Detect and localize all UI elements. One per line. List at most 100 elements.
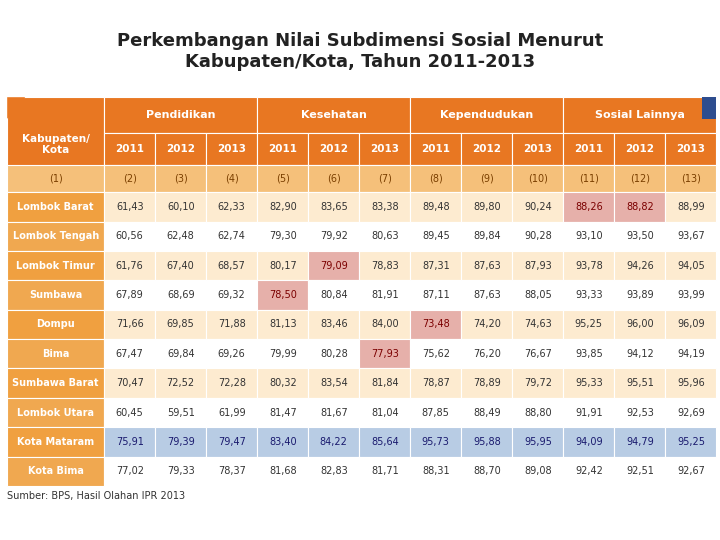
Text: 90,28: 90,28 [524,231,552,241]
Text: 83,40: 83,40 [269,437,297,447]
Text: 87,85: 87,85 [422,408,450,417]
Text: 93,78: 93,78 [575,261,603,271]
Text: 61,43: 61,43 [116,202,143,212]
Text: 82,83: 82,83 [320,467,348,476]
Text: 94,12: 94,12 [626,349,654,359]
Text: 88,31: 88,31 [422,467,449,476]
Text: 89,84: 89,84 [473,231,500,241]
Text: Lombok Barat: Lombok Barat [17,202,94,212]
Text: 81,68: 81,68 [269,467,297,476]
Text: 59,51: 59,51 [167,408,194,417]
Text: (1): (1) [49,174,63,184]
Text: 82,90: 82,90 [269,202,297,212]
Text: 94,05: 94,05 [677,261,705,271]
Text: 68,69: 68,69 [167,290,194,300]
Text: Kesehatan: Kesehatan [301,110,366,120]
Text: (13): (13) [681,174,701,184]
Text: 93,33: 93,33 [575,290,603,300]
Text: 69,84: 69,84 [167,349,194,359]
Text: 67,47: 67,47 [116,349,144,359]
Text: (3): (3) [174,174,188,184]
Text: 92,42: 92,42 [575,467,603,476]
Text: 93,10: 93,10 [575,231,603,241]
Text: 78,50: 78,50 [269,290,297,300]
Text: 62,33: 62,33 [218,202,246,212]
Text: (7): (7) [378,174,392,184]
Text: Lombok Tengah: Lombok Tengah [12,231,99,241]
Text: 79,33: 79,33 [167,467,194,476]
Text: Kependudukan: Kependudukan [440,110,534,120]
Text: 2011: 2011 [421,144,450,154]
Text: 95,25: 95,25 [677,437,705,447]
Text: 71,66: 71,66 [116,319,143,329]
Text: 95,51: 95,51 [626,378,654,388]
Text: 94,09: 94,09 [575,437,603,447]
Text: 2013: 2013 [370,144,400,154]
Text: 67,89: 67,89 [116,290,143,300]
Text: 79,99: 79,99 [269,349,297,359]
Text: 69,26: 69,26 [218,349,246,359]
Text: 89,80: 89,80 [473,202,500,212]
Text: 2013: 2013 [217,144,246,154]
Text: 81,13: 81,13 [269,319,297,329]
Text: (5): (5) [276,174,289,184]
Text: 93,67: 93,67 [677,231,705,241]
Text: 2012: 2012 [166,144,195,154]
Text: (11): (11) [579,174,599,184]
Text: 67,40: 67,40 [167,261,194,271]
Text: 95,25: 95,25 [575,319,603,329]
Text: 70,47: 70,47 [116,378,144,388]
Text: 89,48: 89,48 [422,202,449,212]
Text: (6): (6) [327,174,341,184]
Text: 87,93: 87,93 [524,261,552,271]
Text: 90,24: 90,24 [524,202,552,212]
Text: Sumbawa: Sumbawa [29,290,82,300]
Text: Lombok Utara: Lombok Utara [17,408,94,417]
Text: 84,22: 84,22 [320,437,348,447]
Text: 69,85: 69,85 [167,319,194,329]
Text: 2013: 2013 [676,144,706,154]
Text: 88,82: 88,82 [626,202,654,212]
Text: 78,87: 78,87 [422,378,450,388]
Text: 83,38: 83,38 [371,202,399,212]
Text: (12): (12) [630,174,650,184]
Text: 75,62: 75,62 [422,349,450,359]
Text: Kota Mataram: Kota Mataram [17,437,94,447]
Text: 79,39: 79,39 [167,437,194,447]
Text: (9): (9) [480,174,494,184]
Text: 93,99: 93,99 [677,290,705,300]
Text: 72,52: 72,52 [166,378,195,388]
Text: 81,84: 81,84 [371,378,399,388]
Text: 71,88: 71,88 [218,319,246,329]
Text: 81,04: 81,04 [371,408,399,417]
Text: 2012: 2012 [626,144,654,154]
Text: 80,28: 80,28 [320,349,348,359]
Text: 2011: 2011 [115,144,144,154]
Text: 79,92: 79,92 [320,231,348,241]
Text: 75,91: 75,91 [116,437,144,447]
Text: 76,20: 76,20 [473,349,501,359]
Text: 79,09: 79,09 [320,261,348,271]
Text: 87,11: 87,11 [422,290,450,300]
Text: Lombok Timur: Lombok Timur [17,261,95,271]
Text: 89,08: 89,08 [524,467,552,476]
Text: 79,30: 79,30 [269,231,297,241]
Text: 81,67: 81,67 [320,408,348,417]
Text: 79,72: 79,72 [524,378,552,388]
Text: 93,89: 93,89 [626,290,654,300]
Text: 83,46: 83,46 [320,319,348,329]
Text: Bima: Bima [42,349,69,359]
Text: 84,00: 84,00 [371,319,399,329]
Text: 77,02: 77,02 [116,467,144,476]
Text: 76,67: 76,67 [524,349,552,359]
Text: Perkembangan Nilai Subdimensi Sosial Menurut
Kabupaten/Kota, Tahun 2011-2013: Perkembangan Nilai Subdimensi Sosial Men… [117,32,603,71]
Text: 93,50: 93,50 [626,231,654,241]
Text: 81,47: 81,47 [269,408,297,417]
Text: 2012: 2012 [319,144,348,154]
Text: 96,00: 96,00 [626,319,654,329]
Text: 92,51: 92,51 [626,467,654,476]
Text: (10): (10) [528,174,548,184]
Text: 73,48: 73,48 [422,319,450,329]
Text: 92,53: 92,53 [626,408,654,417]
Text: 62,74: 62,74 [218,231,246,241]
